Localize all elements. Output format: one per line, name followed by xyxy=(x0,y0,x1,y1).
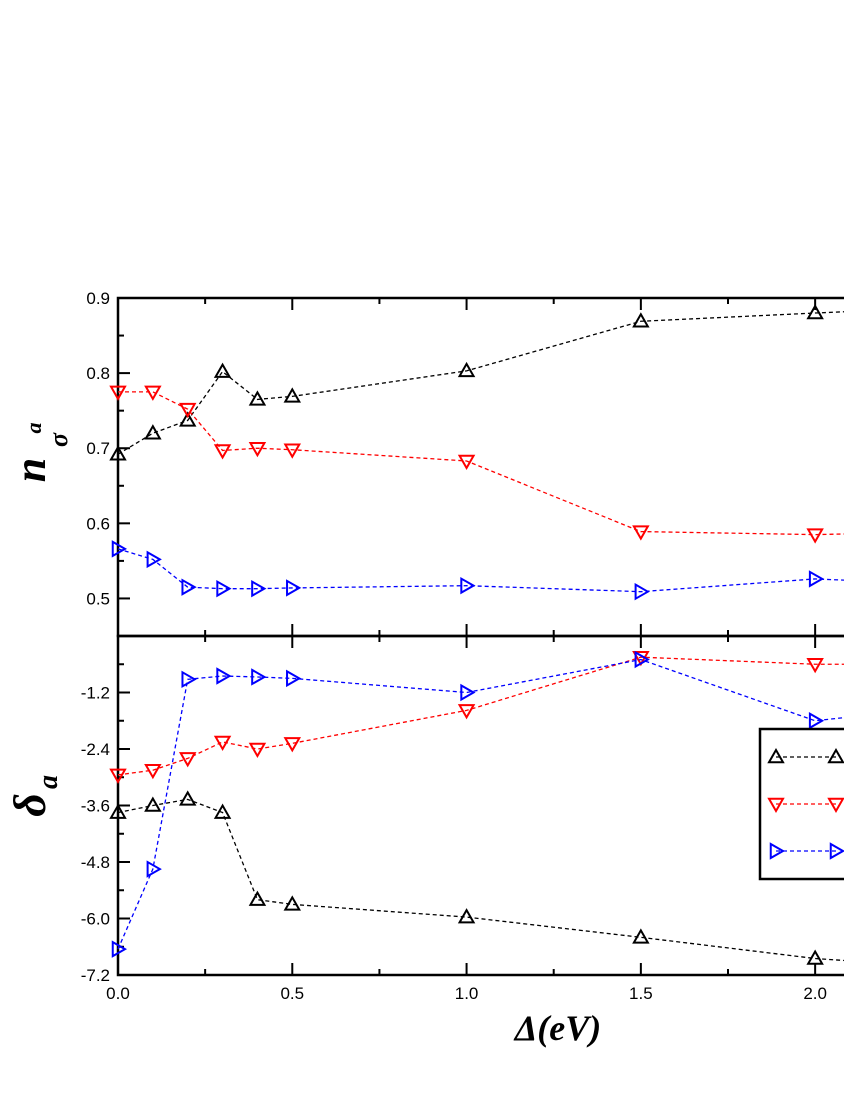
top-ytick-label: 0.5 xyxy=(86,589,110,608)
x-axis-title: Δ(eV) xyxy=(513,1008,602,1048)
plot-layer: 0.5 0.6 0.7 0.8 0.9 -7.2 -6.0 -4.8 -3.6 -2.4 -1.2 0… xyxy=(81,289,844,1003)
bottom-series-0-point xyxy=(213,803,232,819)
top-ytick-label: 0.8 xyxy=(86,364,110,383)
bottom-ytick-label: -2.4 xyxy=(81,740,110,759)
bottom-ytick-label: -4.8 xyxy=(81,853,110,872)
top-series-2-point xyxy=(634,582,650,601)
bottom-series-1-point xyxy=(248,742,267,759)
top-series-2-line xyxy=(117,548,844,593)
bottom-series-0-point xyxy=(457,908,476,924)
legend-entry-marker xyxy=(767,797,785,814)
legend-entry-marker xyxy=(767,747,785,764)
top-series-2-point xyxy=(286,579,302,597)
xtick-label: 1.5 xyxy=(629,984,653,1003)
bottom-series-0-point xyxy=(109,803,127,819)
bottom-series-2-line xyxy=(117,658,844,950)
top-series-2-point xyxy=(808,570,825,588)
top-series-1-point xyxy=(806,528,824,544)
bottom-series-1-point xyxy=(109,768,127,784)
top-series-2-point xyxy=(146,550,162,569)
top-series-1-point xyxy=(457,454,476,471)
bottom-ytick-label: -7.2 xyxy=(81,966,110,985)
top-series-2-point xyxy=(111,540,128,558)
bottom-series-0-point xyxy=(144,796,162,812)
top-ylabel: n a σ xyxy=(6,423,73,483)
top-ylabel-main: n xyxy=(6,458,55,482)
top-ytick-label: 0.7 xyxy=(86,439,110,458)
bottom-series-1-point xyxy=(283,737,302,753)
bottom-ytick-label: -3.6 xyxy=(81,797,110,816)
top-ytick-label: 0.6 xyxy=(86,514,110,533)
bottom-series-1-point xyxy=(457,704,476,720)
top-series-0-point xyxy=(213,362,232,378)
legend xyxy=(758,727,844,881)
bottom-ytick-label: -1.2 xyxy=(81,684,110,703)
xtick-label: 1.0 xyxy=(455,984,479,1003)
legend-entry-marker xyxy=(769,842,786,860)
bottom-series-2-point xyxy=(460,683,476,702)
bottom-series-0-point xyxy=(632,928,650,944)
top-panel: 0.5 0.6 0.7 0.8 0.9 xyxy=(86,289,844,638)
xtick-label: 0.5 xyxy=(280,984,304,1003)
top-series-1-point xyxy=(213,444,232,460)
top-series-0-point xyxy=(178,411,197,427)
top-series-2-point xyxy=(181,578,197,596)
bottom-frame xyxy=(116,634,844,977)
bottom-series-0-point xyxy=(178,790,197,806)
bottom-ytick-label: -6.0 xyxy=(81,910,110,929)
bottom-series-1-point xyxy=(144,763,162,780)
bottom-series-group xyxy=(109,650,844,965)
top-ytick-label: 0.9 xyxy=(86,289,110,308)
top-series-1-point xyxy=(109,385,127,401)
bottom-series-0-point xyxy=(283,895,302,911)
bottom-series-2-point xyxy=(181,670,197,689)
top-series-0-point xyxy=(632,312,650,328)
top-series-1-line xyxy=(118,391,844,536)
bottom-ylabel-sub: a xyxy=(33,775,64,789)
top-series-0-point xyxy=(109,445,127,461)
top-series-0-point xyxy=(283,387,302,403)
bottom-panel: -7.2 -6.0 -4.8 -3.6 -2.4 -1.2 0.0 0.5 1.0 1.5 2.0 xyxy=(81,634,844,1003)
bottom-series-2-point xyxy=(634,650,650,669)
bottom-series-2-point xyxy=(111,940,128,958)
bottom-series-2-point xyxy=(286,669,302,688)
top-series-2-point xyxy=(216,579,232,598)
bottom-series-1-point xyxy=(178,752,197,768)
legend-entry-marker xyxy=(827,747,844,764)
bottom-series-1-point xyxy=(806,658,824,674)
bottom-series-2-point xyxy=(146,860,162,878)
top-series-1-point xyxy=(144,385,162,401)
top-series-1-point xyxy=(632,525,650,541)
top-series-2-point xyxy=(460,576,476,595)
top-ylabel-sup: a xyxy=(21,423,46,434)
top-series-1-point xyxy=(178,402,197,419)
top-series-2-point xyxy=(251,579,267,598)
legend-entry-marker xyxy=(827,797,844,814)
top-series-0-point xyxy=(144,424,162,440)
bottom-ylabel: δ a xyxy=(4,775,64,817)
bottom-series-2-point xyxy=(216,667,232,685)
xtick-label: 2.0 xyxy=(803,984,827,1003)
bottom-series-1-point xyxy=(213,735,232,751)
bottom-series-0-point xyxy=(806,949,824,965)
top-series-0-point xyxy=(806,304,824,320)
top-series-1-point xyxy=(248,441,267,458)
bottom-series-1-line xyxy=(117,656,844,776)
top-series-0-point xyxy=(248,390,267,406)
top-series-0-line xyxy=(117,311,844,455)
top-series-0-point xyxy=(457,361,476,378)
top-ylabel-sub: σ xyxy=(44,432,73,447)
top-series-1-point xyxy=(283,443,302,459)
bottom-series-2-point xyxy=(808,712,825,730)
bottom-series-0-line xyxy=(117,798,844,962)
legend-entry-marker xyxy=(829,842,844,860)
xtick-label: 0.0 xyxy=(106,984,130,1003)
top-series-group xyxy=(109,304,844,601)
bottom-series-2-point xyxy=(251,668,267,686)
bottom-ylabel-main: δ xyxy=(4,793,55,817)
bottom-series-0-point xyxy=(248,890,267,906)
